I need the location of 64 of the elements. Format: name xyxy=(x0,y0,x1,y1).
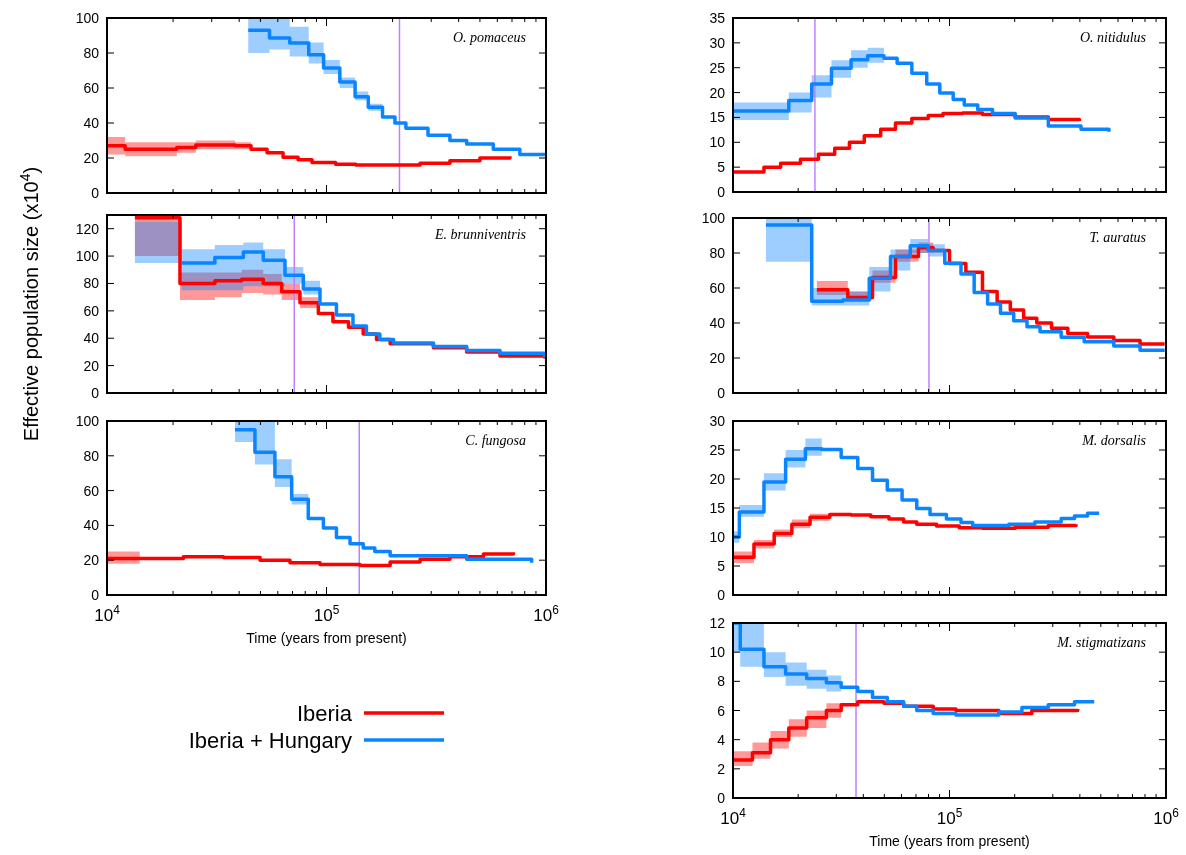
text: O. pomaceus xyxy=(452,30,527,45)
y-tick-label: 40 xyxy=(83,330,100,347)
y-tick-label: 60 xyxy=(83,482,100,499)
text: T. auratus xyxy=(1089,230,1147,245)
text: M. stigmatizans xyxy=(1056,635,1147,650)
y-tick-label: 25 xyxy=(709,442,726,458)
y-tick-label: 0 xyxy=(717,587,726,603)
y-tick-label: 15 xyxy=(709,109,726,126)
y-tick-label: 20 xyxy=(83,150,100,166)
y-tick-label: 8 xyxy=(717,673,726,690)
x-axis-title: Time (years from present) xyxy=(246,630,407,646)
x-tick-label: 10$^{4}$ xyxy=(720,806,747,828)
x-axis-title: Time (years from present) xyxy=(869,833,1030,849)
legend-label: Iberia xyxy=(296,701,353,726)
y-tick-label: 100 xyxy=(75,248,100,265)
y-tick-label: 15 xyxy=(709,500,726,516)
y-tick-label: 60 xyxy=(83,302,100,319)
y-tick-label: 20 xyxy=(83,357,100,374)
y-tick-label: 100 xyxy=(75,10,100,26)
y-tick-label: 80 xyxy=(83,45,100,61)
text: C. fungosa xyxy=(465,433,526,448)
y-tick-label: 10 xyxy=(709,644,726,661)
y-tick-label: 20 xyxy=(709,471,726,487)
y-tick-label: 0 xyxy=(717,385,726,401)
y-tick-label: 5 xyxy=(717,159,726,176)
y-tick-label: 35 xyxy=(709,10,726,26)
y-tick-label: 120 xyxy=(75,220,100,237)
y-tick-label: 20 xyxy=(709,350,726,366)
y-tick-label: 20 xyxy=(83,552,100,569)
y-tick-label: 12 xyxy=(709,615,726,631)
legend-label: Iberia + Hungary xyxy=(188,728,352,753)
y-tick-label: 0 xyxy=(91,185,100,201)
y-tick-label: 40 xyxy=(83,115,100,131)
y-tick-label: 30 xyxy=(709,413,726,429)
x-tick-label: 10$^{5}$ xyxy=(936,806,963,828)
y-tick-label: 10 xyxy=(709,529,726,545)
y-tick-label: 60 xyxy=(709,280,726,296)
y-tick-label: 60 xyxy=(83,80,100,96)
y-tick-label: 100 xyxy=(75,413,100,429)
x-tick-label: 10$^{6}$ xyxy=(1153,806,1180,828)
y-tick-label: 80 xyxy=(83,447,100,464)
text: O. nitidulus xyxy=(1079,30,1147,45)
y-tick-label: 0 xyxy=(91,385,100,401)
y-tick-label: 6 xyxy=(717,702,726,719)
y-tick-label: 40 xyxy=(83,517,100,534)
y-tick-label: 100 xyxy=(701,210,726,226)
x-tick-label: 10$^{6}$ xyxy=(533,603,560,625)
text: M. dorsalis xyxy=(1081,433,1147,448)
y-tick-label: 80 xyxy=(709,245,726,261)
text: E. brunniventris xyxy=(434,227,527,242)
y-tick-label: 20 xyxy=(709,84,726,101)
x-tick-label: 10$^{5}$ xyxy=(313,603,340,625)
y-tick-label: 2 xyxy=(717,760,726,777)
y-tick-label: 0 xyxy=(91,587,100,603)
y-tick-label: 30 xyxy=(709,34,726,51)
y-tick-label: 4 xyxy=(717,731,726,748)
y-tick-label: 80 xyxy=(83,275,100,292)
y-tick-label: 10 xyxy=(709,134,726,151)
y-tick-label: 0 xyxy=(717,184,726,200)
y-tick-label: 40 xyxy=(709,315,726,331)
y-tick-label: 5 xyxy=(717,558,726,574)
y-tick-label: 0 xyxy=(717,790,726,806)
x-tick-label: 10$^{4}$ xyxy=(94,603,121,625)
y-tick-label: 25 xyxy=(709,59,726,76)
